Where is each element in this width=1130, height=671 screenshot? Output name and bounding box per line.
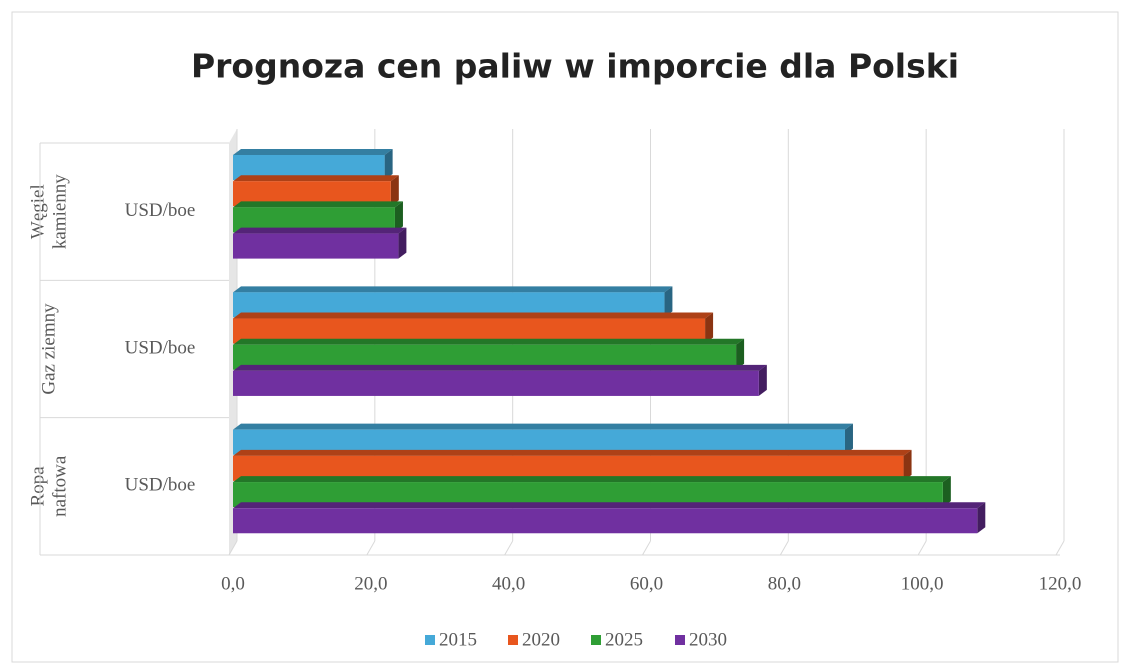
bar-end xyxy=(664,286,673,318)
bar-top xyxy=(233,201,403,208)
legend-swatch xyxy=(675,635,685,645)
group-label: Ropa naftowa xyxy=(27,455,70,517)
bar xyxy=(233,370,759,396)
bar-top xyxy=(233,449,912,456)
bar xyxy=(233,508,978,534)
x-tick-label: 0,0 xyxy=(221,573,245,594)
x-tick-label: 20,0 xyxy=(354,573,387,594)
bar-end xyxy=(942,476,951,508)
bar-end xyxy=(903,449,912,481)
x-tick-label: 60,0 xyxy=(630,573,663,594)
bar-top xyxy=(233,286,673,293)
legend-swatch xyxy=(508,635,518,645)
grid-floor xyxy=(779,540,789,556)
group-label-line: Węgiel xyxy=(27,184,48,239)
x-tick-label: 80,0 xyxy=(768,573,801,594)
bar-top xyxy=(233,476,951,483)
grid-floor xyxy=(504,540,514,556)
legend-swatch xyxy=(425,635,435,645)
bar-end xyxy=(394,201,403,233)
bar-top xyxy=(233,338,745,345)
bar-top xyxy=(233,364,767,371)
group-label-line: kamienny xyxy=(49,174,70,249)
group-label-line: Gaz ziemny xyxy=(38,303,59,395)
category-label: USD/boe xyxy=(125,475,196,496)
x-tick-label: 100,0 xyxy=(901,573,944,594)
bar-end xyxy=(398,227,407,259)
bar-end xyxy=(705,312,714,344)
bar-top xyxy=(233,149,393,155)
legend-label: 2030 xyxy=(689,629,727,650)
bar-top xyxy=(233,312,714,319)
group-label-line: naftowa xyxy=(49,455,70,517)
grid-floor xyxy=(1055,540,1065,556)
bar-end xyxy=(384,149,393,180)
bar-end xyxy=(977,502,986,534)
bar-top xyxy=(233,502,986,509)
bar-end xyxy=(758,364,767,396)
group-label: Węgiel kamienny xyxy=(27,174,70,249)
group-label-line: Ropa xyxy=(27,466,48,507)
grid-floor xyxy=(642,540,651,556)
grid-floor xyxy=(917,540,927,556)
grid-floor xyxy=(366,540,376,556)
grid-floor xyxy=(228,540,238,556)
bar xyxy=(233,233,399,259)
bar-end xyxy=(844,423,853,455)
legend-swatch xyxy=(591,635,601,645)
legend-label: 2020 xyxy=(522,629,560,650)
bar-top xyxy=(233,423,853,430)
category-label: USD/boe xyxy=(125,200,196,221)
legend-label: 2015 xyxy=(439,629,477,650)
bar-end xyxy=(390,175,399,207)
category-label: USD/boe xyxy=(125,337,196,358)
x-tick-label: 40,0 xyxy=(492,573,525,594)
bar-top xyxy=(233,227,407,234)
legend-label: 2025 xyxy=(605,629,643,650)
chart-title: Prognoza cen paliw w imporcie dla Polski xyxy=(191,47,959,86)
bar-top xyxy=(233,175,399,182)
bar-end xyxy=(736,338,745,370)
x-tick-label: 120,0 xyxy=(1039,573,1082,594)
group-label: Gaz ziemny xyxy=(38,303,59,395)
